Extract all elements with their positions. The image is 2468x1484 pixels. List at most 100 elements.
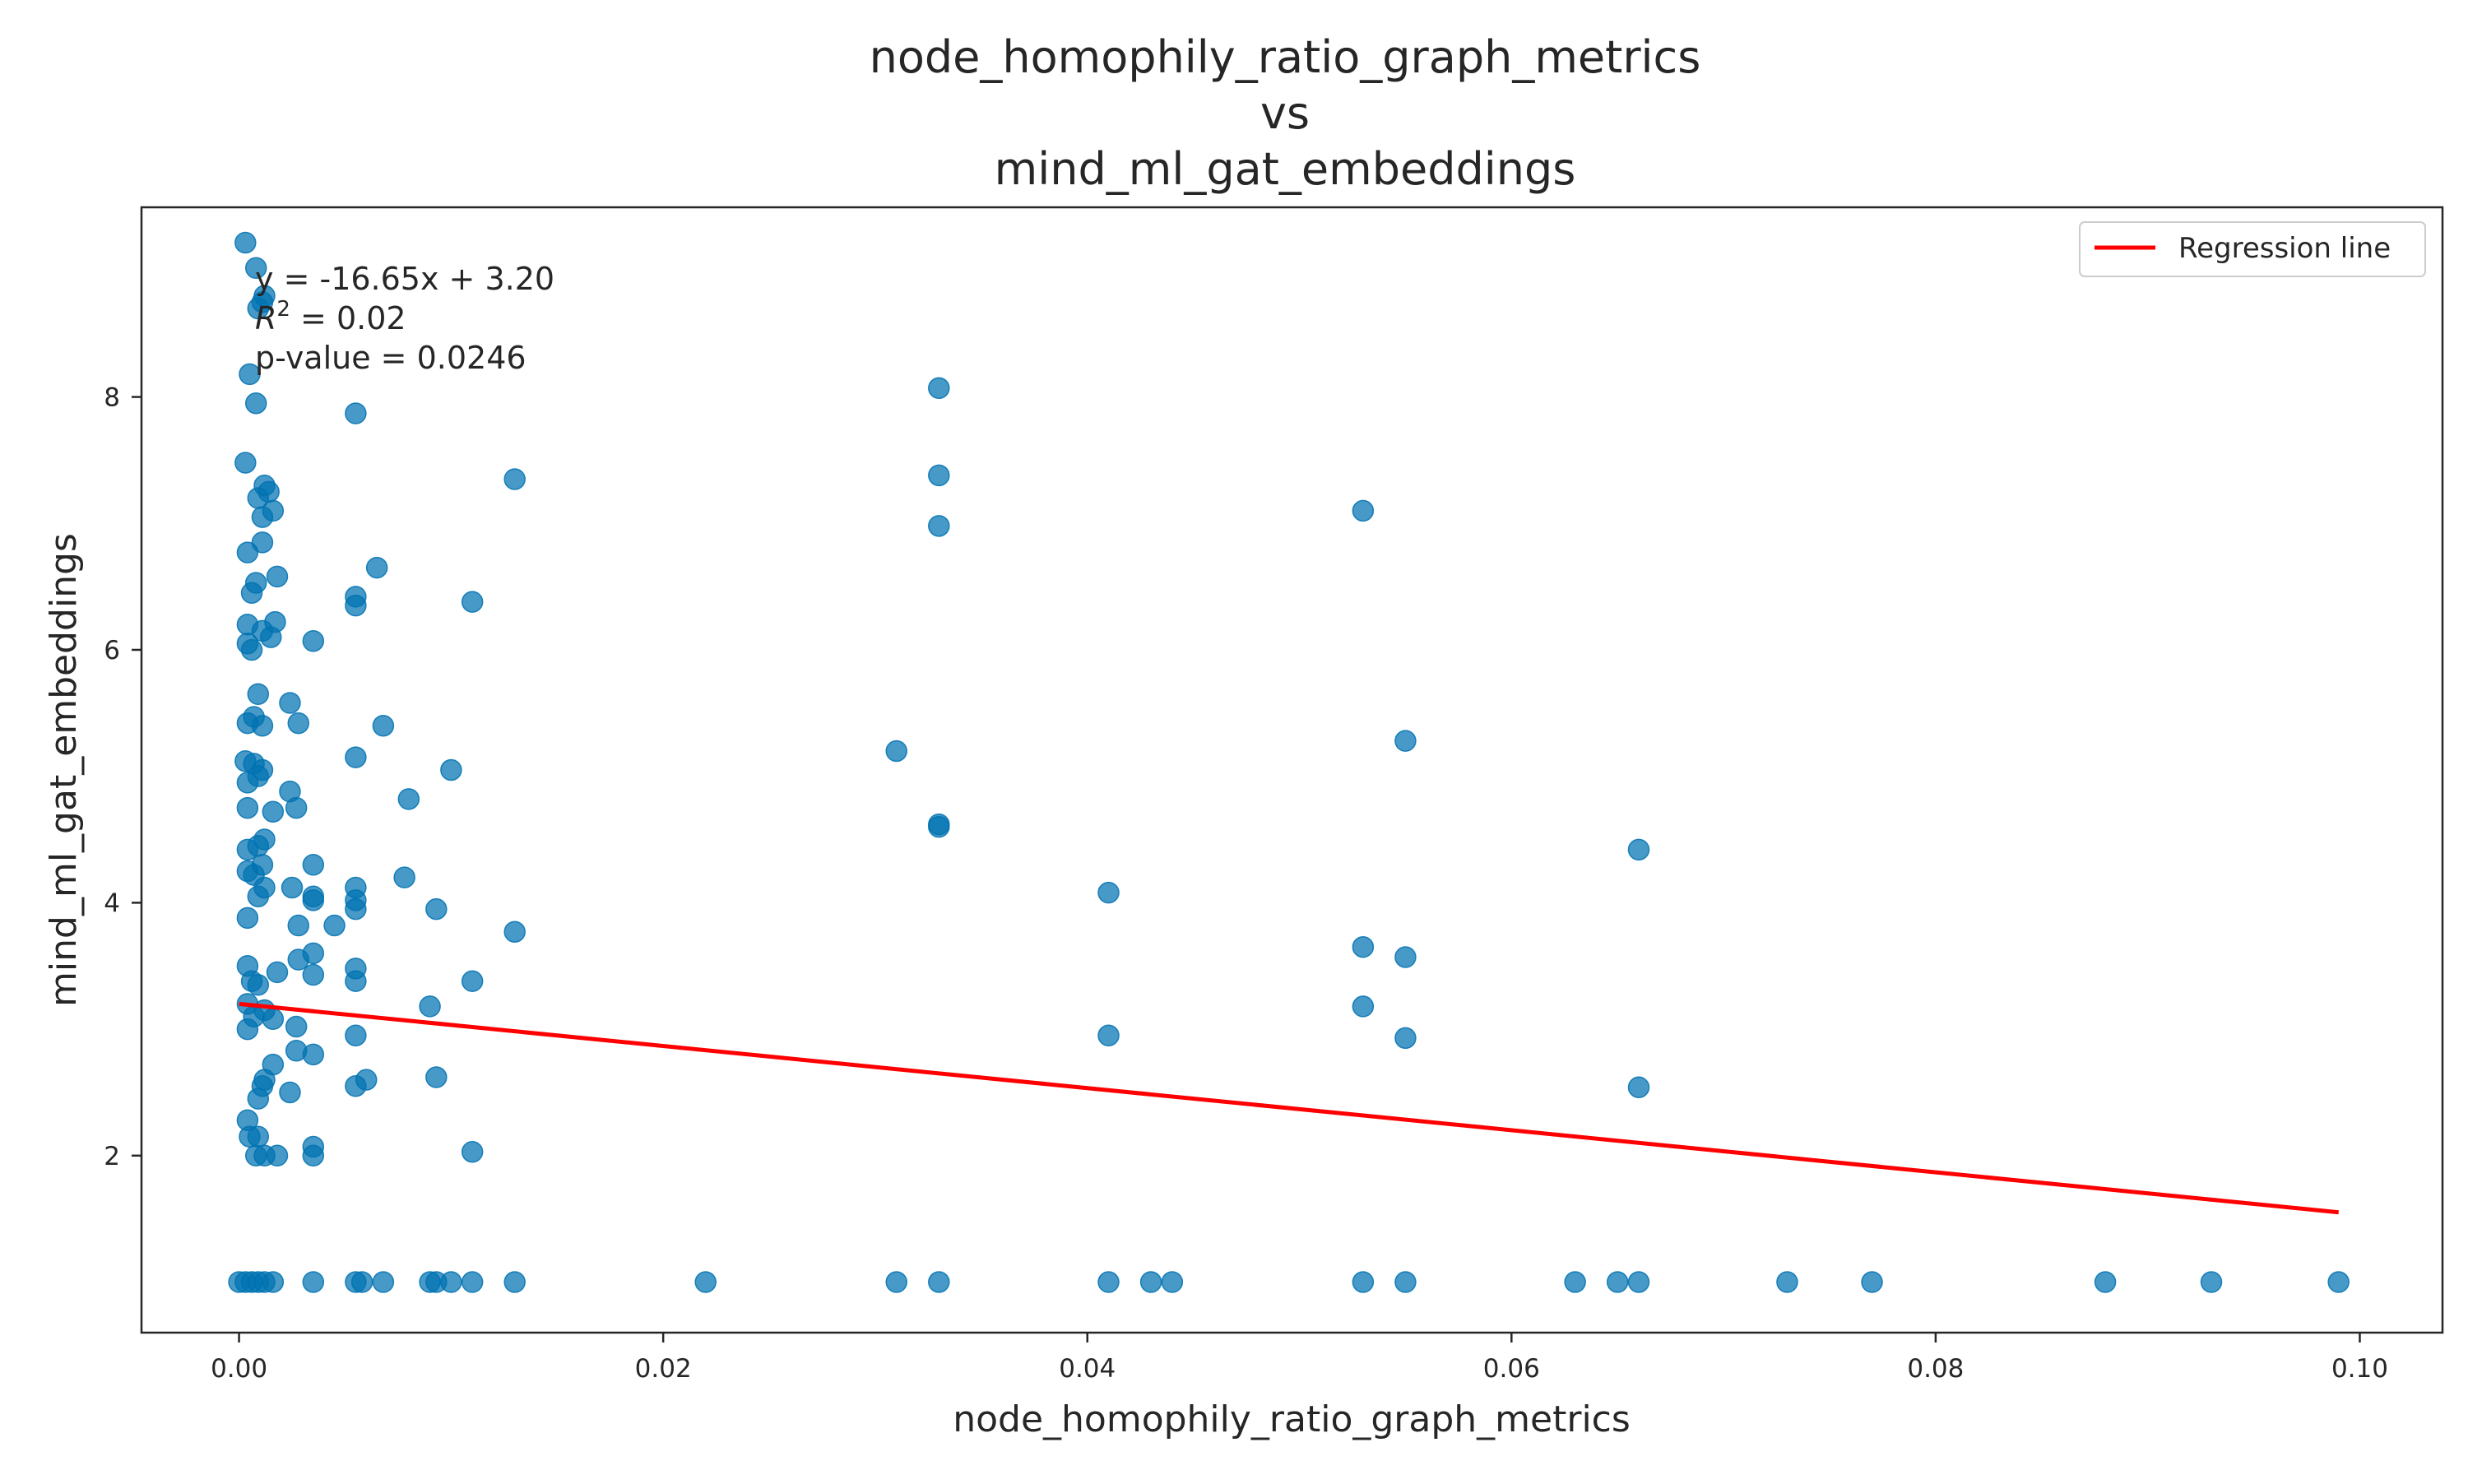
r-squared-value: = 0.02 (290, 300, 406, 336)
scatter-point (236, 1018, 259, 1041)
scatter-point (440, 1271, 462, 1293)
scatter-point (928, 464, 950, 487)
scatter-point (1394, 1027, 1417, 1050)
scatter-point (440, 758, 462, 781)
scatter-point (461, 1140, 484, 1163)
scatter-point (393, 866, 415, 888)
scatter-point (247, 974, 270, 996)
x-axis: 0.00 0.02 0.04 0.06 0.08 0.10 (211, 1333, 2388, 1384)
scatter-point (1097, 1024, 1120, 1047)
scatter-point (2094, 1271, 2117, 1293)
scatter-point (247, 765, 270, 787)
chart-title-line-2: vs (1260, 87, 1310, 139)
x-tick-label: 0.06 (1483, 1354, 1540, 1384)
scatter-point (302, 629, 325, 652)
scatter-point (266, 565, 289, 588)
scatter-point (1352, 499, 1375, 522)
scatter-point (350, 1271, 373, 1293)
scatter-point (2327, 1271, 2350, 1293)
plot-area-frame (140, 206, 2444, 1334)
scatter-point (251, 531, 274, 554)
scatter-point (234, 452, 257, 474)
r-squared-superscript: 2 (276, 297, 290, 322)
scatter-point (239, 363, 261, 386)
scatter-point (323, 914, 346, 937)
scatter-point (345, 970, 367, 992)
scatter-point (279, 1081, 301, 1104)
scatter-point (419, 995, 441, 1018)
scatter-point (345, 746, 367, 768)
scatter-point (397, 788, 420, 810)
scatter-point (244, 392, 267, 415)
scatter-point (425, 897, 448, 921)
x-tick-label: 0.00 (211, 1354, 267, 1384)
scatter-point (1627, 1271, 1650, 1293)
scatter-point (236, 907, 259, 930)
scatter-point (1097, 1271, 1120, 1293)
r-squared-symbol: R (255, 300, 276, 336)
scatter-point (345, 897, 367, 921)
scatter-point (247, 834, 270, 857)
scatter-point (262, 1008, 285, 1031)
chart-title-line-3: mind_ml_gat_embeddings (995, 143, 1576, 195)
x-tick-label: 0.04 (1059, 1354, 1116, 1384)
scatter-point (1627, 1076, 1650, 1099)
scatter-point (372, 1271, 395, 1293)
scatter-point (302, 1144, 325, 1167)
scatter-point (928, 1271, 950, 1293)
scatter-point (345, 402, 367, 424)
regression-line (239, 1001, 2339, 1215)
scatter-point (302, 1271, 325, 1293)
scatter-point (1352, 995, 1375, 1018)
scatter-point (885, 740, 907, 763)
scatter-point (236, 541, 259, 563)
scatter-point (1352, 935, 1375, 958)
scatter-point (372, 714, 395, 737)
scatter-point (1352, 1271, 1375, 1293)
scatter-point (345, 1024, 367, 1047)
scatter-point (240, 638, 263, 661)
scatter-point (302, 854, 325, 876)
annotation-pvalue: p-value = 0.0246 (255, 340, 527, 376)
annotation-r-squared: R2 = 0.02 (255, 297, 406, 336)
scatter-point (1606, 1271, 1629, 1293)
scatter-point (287, 712, 310, 735)
scatter-point (503, 468, 526, 490)
scatter-point (285, 1015, 308, 1038)
scatter-point (247, 297, 270, 320)
scatter-point (287, 914, 310, 937)
scatter-point (234, 231, 257, 254)
scatter-point (928, 377, 950, 400)
scatter-point (1161, 1271, 1184, 1293)
scatter-point (302, 1043, 325, 1066)
scatter-point (262, 1271, 285, 1293)
scatter-point (425, 1066, 448, 1088)
legend-box (2079, 221, 2426, 277)
x-tick-label: 0.02 (635, 1354, 692, 1384)
scatter-point (281, 876, 304, 899)
scatter-point (279, 692, 301, 714)
scatter-point (694, 1271, 717, 1293)
scatter-point (1564, 1271, 1586, 1293)
scatter-point (928, 515, 950, 537)
scatter-point (260, 626, 282, 648)
scatter-point (1776, 1271, 1798, 1293)
scatter-point (302, 942, 325, 965)
chart-title-line-1: node_homophily_ratio_graph_metrics (870, 31, 1701, 83)
scatter-point (461, 591, 484, 613)
scatter-point (503, 921, 526, 943)
scatter-series (228, 231, 2350, 1293)
scatter-point (1097, 881, 1120, 904)
y-tick-label: 2 (104, 1142, 120, 1171)
scatter-point (1394, 730, 1417, 752)
scatter-point (247, 1125, 270, 1148)
scatter-point (285, 796, 308, 819)
x-axis-label: node_homophily_ratio_graph_metrics (953, 1398, 1631, 1440)
scatter-point (266, 961, 289, 984)
scatter-point (2200, 1271, 2223, 1293)
y-axis-label: mind_ml_gat_embeddings (43, 533, 85, 1007)
scatter-point (1394, 946, 1417, 968)
scatter-point (461, 1271, 484, 1293)
